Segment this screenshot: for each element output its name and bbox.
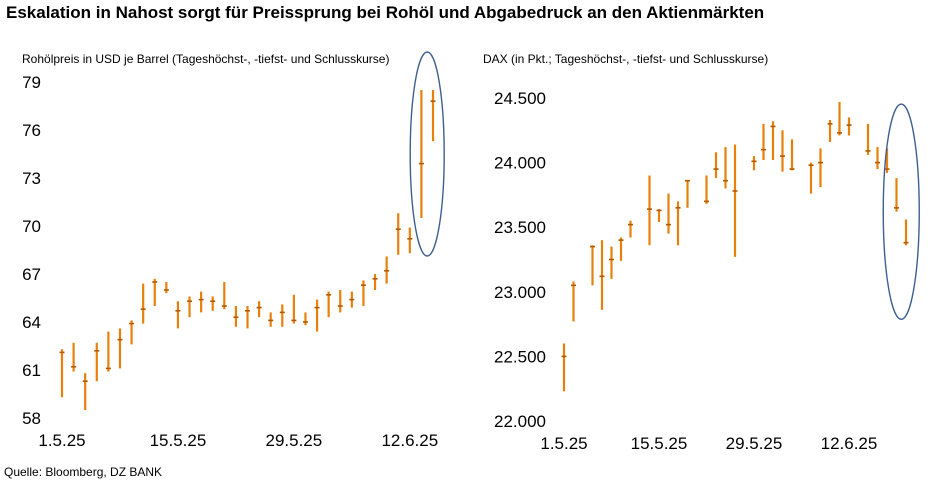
chart-title: Eskalation in Nahost sorgt für Preisspru… xyxy=(6,3,765,22)
oil-x-tick-label: 29.5.25 xyxy=(266,431,323,450)
oil-y-tick-label: 70 xyxy=(22,217,41,236)
dax-y-tick-label: 22.500 xyxy=(494,347,546,366)
dax-y-tick-label: 24.000 xyxy=(494,154,546,173)
dax-y-tick-label: 23.000 xyxy=(494,283,546,302)
oil-x-tick-label: 1.5.25 xyxy=(38,431,85,450)
oil-y-tick-label: 67 xyxy=(22,265,41,284)
dax-x-tick-label: 29.5.25 xyxy=(726,434,783,453)
oil-y-tick-label: 58 xyxy=(22,409,41,428)
oil-highlight-ellipse xyxy=(409,51,445,257)
oil-y-tick-label: 79 xyxy=(22,73,41,92)
oil-price-chart: 58 61 64 67 70 73 76 79 1.5.25 15.5.25 29.5.25 12.6… xyxy=(22,51,445,450)
dax-x-tick-label: 12.6.25 xyxy=(821,434,878,453)
dax-y-tick-label: 24.500 xyxy=(494,89,546,108)
oil-y-tick-label: 61 xyxy=(22,361,41,380)
oil-x-tick-label: 12.6.25 xyxy=(381,431,438,450)
dax-y-tick-label: 23.500 xyxy=(494,218,546,237)
dax-x-tick-label: 15.5.25 xyxy=(631,434,688,453)
source-note: Quelle: Bloomberg, DZ BANK xyxy=(4,465,163,479)
dax-highlight-ellipse xyxy=(882,103,920,320)
dax-x-tick-label: 1.5.25 xyxy=(540,434,587,453)
dax-chart-subtitle: DAX (in Pkt.; Tageshöchst-, -tiefst- und… xyxy=(483,52,769,66)
dax-y-tick-label: 22.000 xyxy=(494,412,546,431)
oil-y-tick-label: 64 xyxy=(22,313,41,332)
oil-y-tick-label: 76 xyxy=(22,121,41,140)
dax-chart: 22.000 22.500 23.000 23.500 24.000 24.500 1.5.… xyxy=(494,89,920,453)
oil-y-tick-label: 73 xyxy=(22,169,41,188)
oil-x-tick-label: 15.5.25 xyxy=(150,431,207,450)
oil-chart-subtitle: Rohölpreis in USD je Barrel (Tageshöchst… xyxy=(22,52,390,66)
